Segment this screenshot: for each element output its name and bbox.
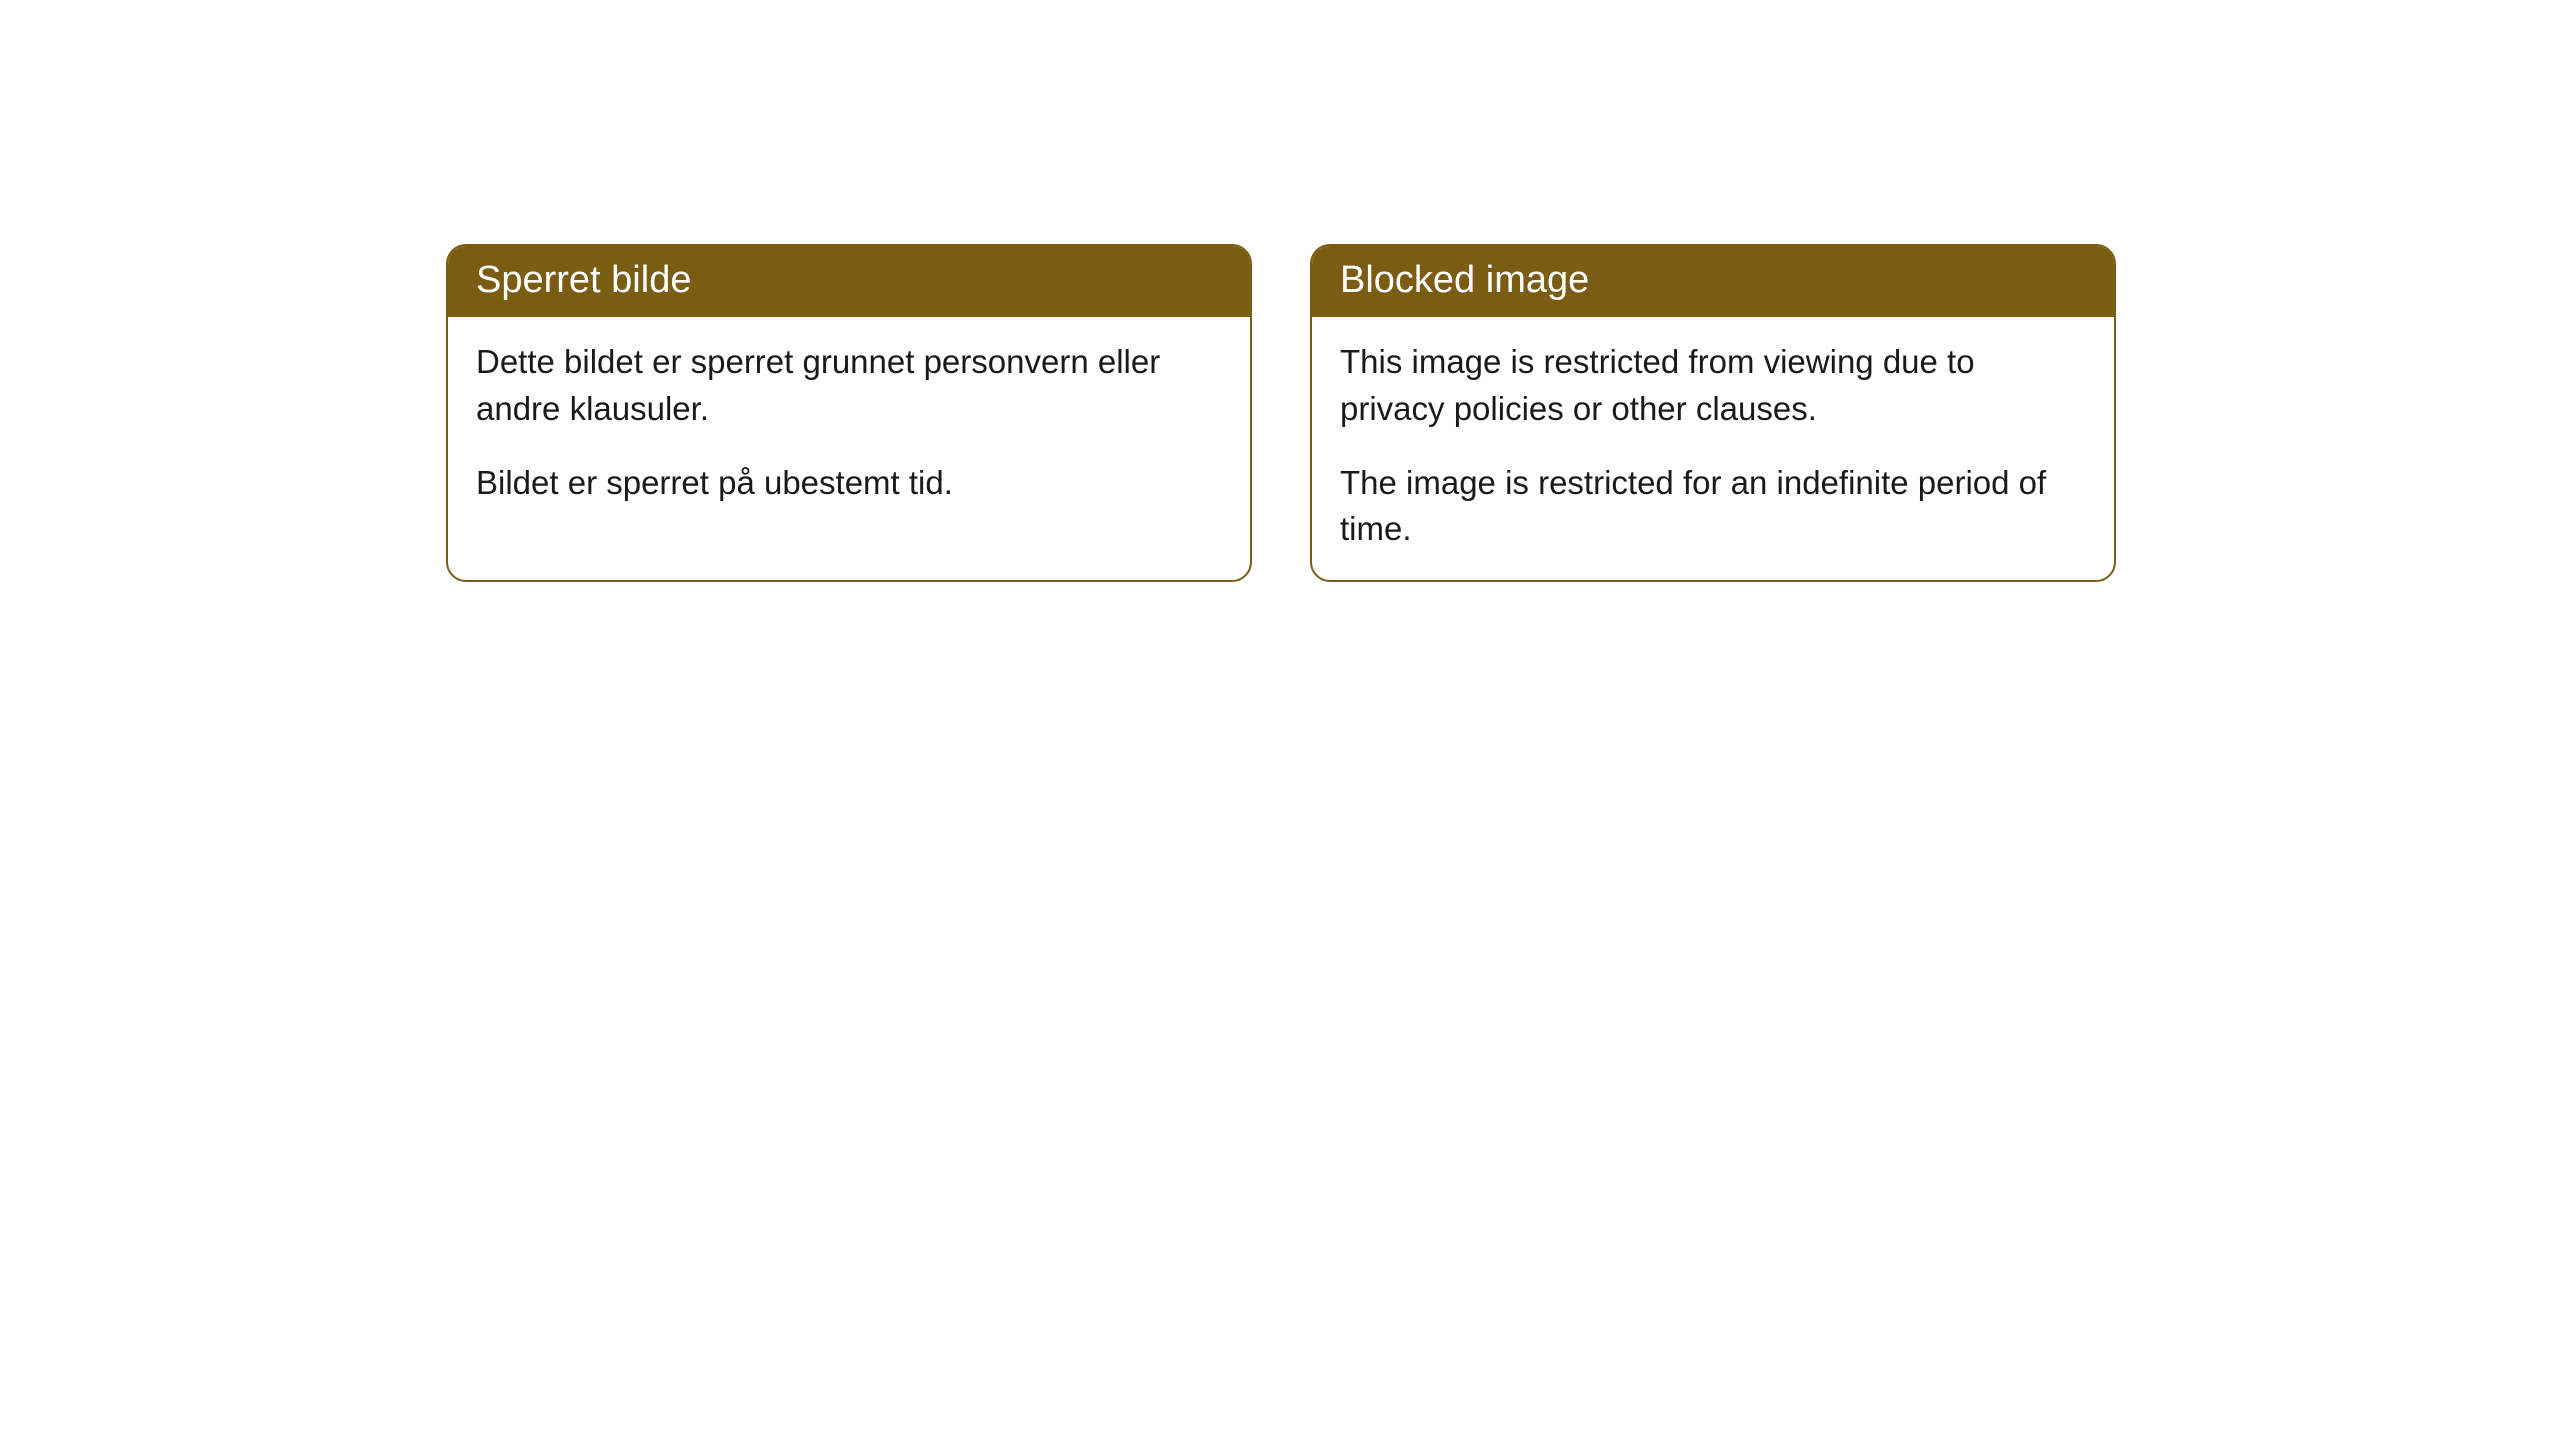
card-header-norwegian: Sperret bilde bbox=[448, 246, 1250, 317]
cards-container: Sperret bilde Dette bildet er sperret gr… bbox=[0, 0, 2560, 582]
card-paragraph-2-norwegian: Bildet er sperret på ubestemt tid. bbox=[476, 460, 1222, 506]
card-paragraph-1-norwegian: Dette bildet er sperret grunnet personve… bbox=[476, 339, 1222, 431]
blocked-image-card-english: Blocked image This image is restricted f… bbox=[1310, 244, 2116, 582]
card-body-english: This image is restricted from viewing du… bbox=[1312, 317, 2114, 580]
card-paragraph-1-english: This image is restricted from viewing du… bbox=[1340, 339, 2086, 431]
card-body-norwegian: Dette bildet er sperret grunnet personve… bbox=[448, 317, 1250, 534]
blocked-image-card-norwegian: Sperret bilde Dette bildet er sperret gr… bbox=[446, 244, 1252, 582]
card-header-english: Blocked image bbox=[1312, 246, 2114, 317]
card-paragraph-2-english: The image is restricted for an indefinit… bbox=[1340, 460, 2086, 552]
